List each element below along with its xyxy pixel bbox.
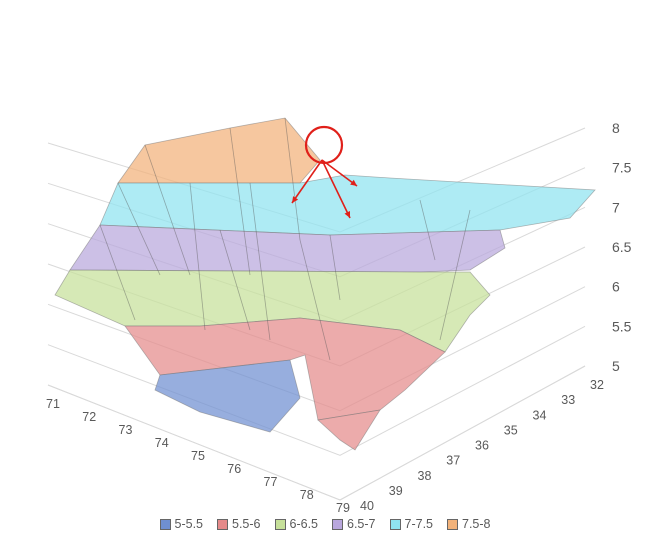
annotations [291,125,358,219]
legend-label: 7.5-8 [462,517,491,531]
legend-item: 6.5-7 [332,517,376,531]
x-tick-label: 77 [264,475,278,489]
z-tick-label: 7 [612,199,620,215]
x-tick-label: 74 [155,436,169,450]
y-tick-label: 35 [504,423,518,437]
tick-labels: 5 5.5 6 6.5 7 7.5 8 71 72 73 74 75 76 77 78 79 32 33 34 35 3… [46,120,632,515]
floor-edge-left [47,384,341,501]
band-5-5.5 [154,359,301,433]
legend-item: 5-5.5 [159,517,204,531]
band-7.5-8 [117,117,321,184]
z-tick-label: 5 [612,358,620,374]
legend-item: 7.5-8 [447,517,491,531]
band-7-7.5 [99,174,596,236]
annotation-arrow-head [350,179,357,186]
legend-label: 5.5-6 [232,517,261,531]
surface-facet-line [249,182,271,341]
surface-facet-line [99,224,136,321]
legend-swatch [389,518,401,530]
annotation-arrow [321,159,351,219]
legend-label: 5-5.5 [174,517,204,531]
z-tick-label: 7.5 [612,160,632,176]
surface-facet-line [284,117,301,241]
surface [54,117,596,451]
legend-swatch [274,518,286,530]
z-tick-label: 5.5 [612,318,632,334]
legend-item: 5.5-6 [217,517,261,531]
floor-edge-right [339,365,586,501]
x-tick-label: 73 [119,423,133,437]
x-tick-label: 78 [300,488,314,502]
y-tick-label: 34 [533,408,547,422]
band-5.5-6-tail [317,409,381,451]
y-tick-label: 39 [389,484,403,498]
z-tick-label: 8 [612,120,620,136]
surface-facet-line [117,182,161,276]
y-tick-label: 37 [446,454,460,468]
surface-facet-line [439,209,471,341]
legend-label: 6-6.5 [289,517,319,531]
surface-facet-line [219,229,251,331]
legend-item: 6-6.5 [274,517,319,531]
legend-label: 6.5-7 [347,517,376,531]
z-tick-label: 6.5 [612,239,632,255]
x-tick-label: 71 [46,397,60,411]
annotation-arrow-head [344,211,351,218]
annotation-arrow [291,159,323,204]
y-tick-label: 33 [561,393,575,407]
legend-swatch [332,518,343,530]
x-tick-label: 76 [227,462,241,476]
legend: 5-5.5 5.5-6 6-6.5 6.5-7 7-7.5 7.5-8 [0,514,650,534]
x-tick-label: 75 [191,449,205,463]
surface-facet-line [144,144,191,276]
y-tick-label: 38 [418,469,432,483]
y-tick-label: 32 [590,378,604,392]
x-tick-label: 79 [336,501,350,515]
annotation-arrow-head [292,196,299,203]
surface-facet-line [329,234,341,301]
surface-facet-line [189,182,206,331]
legend-item: 7-7.5 [389,517,434,531]
legend-label: 7-7.5 [404,517,434,531]
annotation-arrow [321,159,358,187]
z-tick-label: 6 [612,279,620,295]
legend-swatch [447,518,458,530]
x-tick-label: 72 [82,410,96,424]
y-tick-label: 36 [475,439,489,453]
y-tick-label: 40 [360,499,374,513]
highlight-circle [304,125,344,165]
surface-facet-line [419,199,436,261]
legend-swatch [159,518,171,530]
surface-facet-line [299,239,331,361]
gridline-z-5.5 [47,325,586,456]
legend-swatch [217,518,228,530]
surface-facet-line [229,127,251,276]
